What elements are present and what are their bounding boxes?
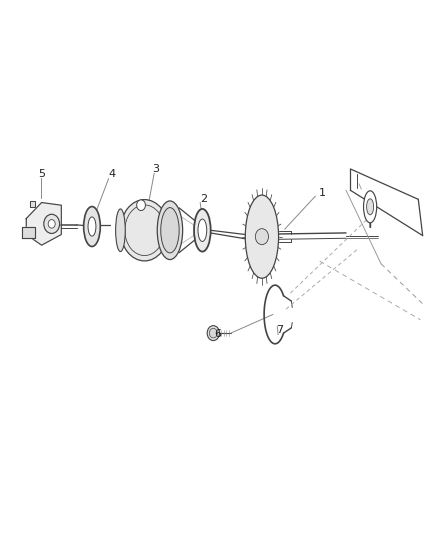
- Text: 3: 3: [152, 165, 159, 174]
- Text: 6: 6: [214, 329, 221, 338]
- Polygon shape: [22, 227, 35, 238]
- Ellipse shape: [194, 209, 211, 252]
- Text: 5: 5: [38, 169, 45, 179]
- Circle shape: [48, 220, 55, 228]
- Circle shape: [207, 326, 219, 341]
- Ellipse shape: [157, 201, 183, 260]
- Circle shape: [209, 328, 217, 338]
- Text: 7: 7: [276, 326, 283, 335]
- Ellipse shape: [120, 200, 169, 261]
- Ellipse shape: [364, 191, 377, 223]
- Ellipse shape: [161, 208, 179, 253]
- Circle shape: [255, 229, 268, 245]
- Ellipse shape: [245, 195, 279, 278]
- Polygon shape: [30, 201, 35, 207]
- Polygon shape: [26, 203, 61, 245]
- Ellipse shape: [198, 219, 207, 241]
- Text: 4: 4: [108, 169, 115, 179]
- Circle shape: [137, 200, 145, 211]
- Ellipse shape: [84, 207, 100, 247]
- Ellipse shape: [88, 217, 96, 236]
- Text: 1: 1: [318, 188, 325, 198]
- Circle shape: [44, 214, 60, 233]
- Ellipse shape: [116, 209, 125, 252]
- Text: 2: 2: [200, 195, 207, 204]
- Ellipse shape: [367, 199, 374, 215]
